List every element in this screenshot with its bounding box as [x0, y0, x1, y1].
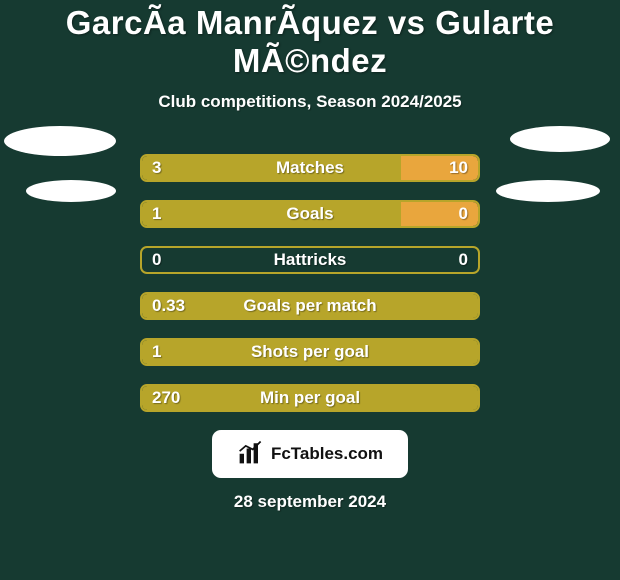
chart-icon — [237, 438, 265, 471]
stat-row: 1Goals0 — [140, 200, 480, 228]
avatar-left-club — [26, 180, 116, 202]
avatar-right-player — [510, 126, 610, 152]
stat-row: 0Hattricks0 — [140, 246, 480, 274]
logo-text: FcTables.com — [271, 444, 383, 464]
stat-row: 3Matches10 — [140, 154, 480, 182]
avatar-left-player — [4, 126, 116, 156]
stat-label: Matches — [142, 156, 478, 180]
comparison-card: GarcÃ­a ManrÃ­quez vs Gularte MÃ©ndez Cl… — [0, 0, 620, 580]
stat-label: Min per goal — [142, 386, 478, 410]
stat-label: Goals — [142, 202, 478, 226]
stat-value-right: 0 — [459, 248, 468, 272]
page-subtitle: Club competitions, Season 2024/2025 — [0, 92, 620, 112]
stat-row: 270Min per goal — [140, 384, 480, 412]
stat-label: Shots per goal — [142, 340, 478, 364]
stat-value-right: 10 — [449, 156, 468, 180]
stat-row: 1Shots per goal — [140, 338, 480, 366]
source-logo: FcTables.com — [212, 430, 408, 478]
stats-container: 3Matches101Goals00Hattricks00.33Goals pe… — [140, 154, 480, 412]
stat-value-right: 0 — [459, 202, 468, 226]
footer-date: 28 september 2024 — [0, 492, 620, 512]
stat-label: Goals per match — [142, 294, 478, 318]
avatar-right-club — [496, 180, 600, 202]
page-title: GarcÃ­a ManrÃ­quez vs Gularte MÃ©ndez — [0, 4, 620, 80]
stat-row: 0.33Goals per match — [140, 292, 480, 320]
stat-label: Hattricks — [142, 248, 478, 272]
